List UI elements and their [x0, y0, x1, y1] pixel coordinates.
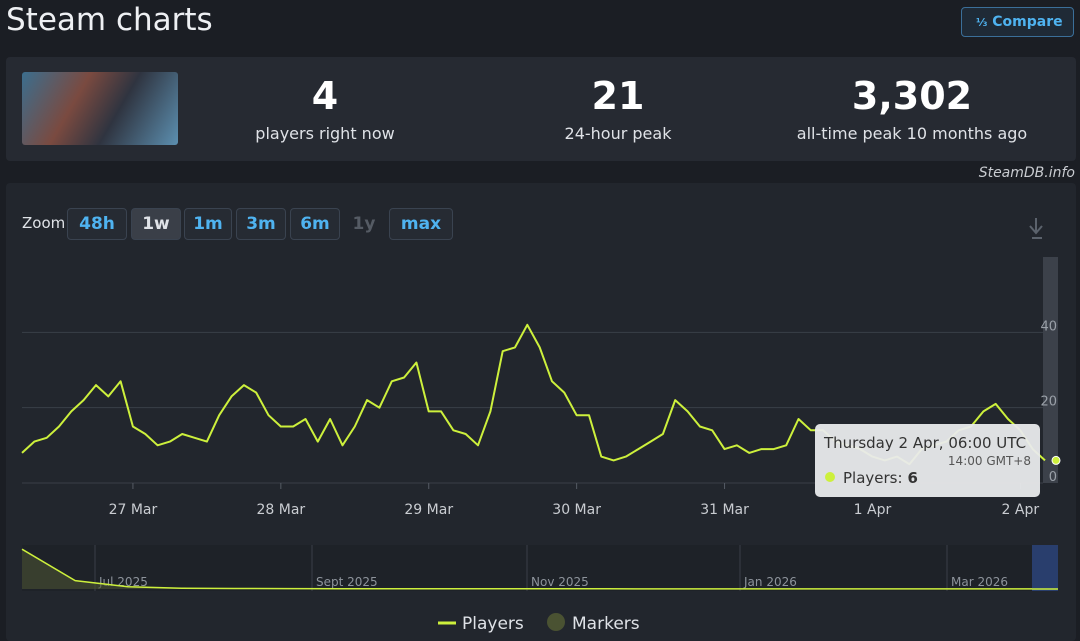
tooltip-local-time: 14:00 GMT+8 — [948, 454, 1031, 468]
x-tick-label: 29 Mar — [404, 502, 453, 518]
stat-label: all-time peak 10 months ago — [796, 124, 1028, 143]
x-tick-label: 30 Mar — [552, 502, 601, 518]
download-icon[interactable] — [1029, 218, 1043, 239]
y-tick-label: 0 — [1049, 470, 1057, 485]
compare-label: Compare — [992, 14, 1063, 30]
zoom-button[interactable]: 3m — [236, 208, 286, 240]
compare-icon: ⅓ — [976, 16, 988, 29]
legend-label: Markers — [572, 614, 640, 634]
source-label: SteamDB.info — [978, 165, 1075, 181]
game-cover[interactable] — [22, 72, 178, 145]
x-tick-label: 2 Apr — [1002, 502, 1040, 518]
navigator — [22, 545, 1058, 591]
tooltip-row: Players: 6 — [843, 469, 918, 487]
stats-panel — [6, 57, 1076, 161]
tooltip-box — [815, 424, 1040, 497]
x-tick-label: 28 Mar — [256, 502, 305, 518]
x-tick-label: 1 Apr — [854, 502, 892, 518]
tooltip-title: Thursday 2 Apr, 06:00 UTC — [823, 434, 1026, 452]
stat-label: 24-hour peak — [564, 124, 672, 143]
stat-value: 3,302 — [851, 74, 973, 118]
navigator-label: Jan 2026 — [743, 575, 797, 589]
legend-label: Players — [462, 614, 524, 634]
y-tick-label: 20 — [1040, 395, 1057, 410]
y-tick-label: 40 — [1040, 319, 1057, 334]
navigator-line — [21, 548, 1032, 590]
zoom-label: Zoom — [22, 214, 66, 232]
zoom-button: 1y — [352, 214, 376, 234]
tooltip-label: Players: — [843, 469, 903, 487]
navigator-label: Mar 2026 — [951, 575, 1008, 589]
page-title: Steam charts — [6, 2, 213, 38]
navigator-label: Sept 2025 — [316, 575, 378, 589]
zoom-button[interactable]: 6m — [290, 208, 340, 240]
scrollbar — [1043, 257, 1058, 483]
compare-button[interactable]: ⅓ Compare — [961, 7, 1074, 37]
x-tick-label: 31 Mar — [700, 502, 749, 518]
stat-value: 21 — [591, 74, 645, 118]
tooltip-value: 6 — [908, 469, 918, 487]
zoom-button[interactable]: 48h — [67, 208, 127, 240]
stat-value: 4 — [311, 74, 339, 118]
navigator-label: Nov 2025 — [531, 575, 589, 589]
tooltip-swatch — [825, 472, 835, 482]
navigator-selection[interactable] — [1032, 545, 1058, 591]
x-tick-label: 27 Mar — [109, 502, 158, 518]
zoom-button[interactable]: max — [389, 208, 453, 240]
zoom-button[interactable]: 1w — [131, 208, 181, 240]
legend-swatch — [547, 613, 565, 631]
zoom-button[interactable]: 1m — [184, 208, 232, 240]
stat-label: players right now — [255, 124, 395, 143]
hover-point — [1051, 455, 1061, 465]
